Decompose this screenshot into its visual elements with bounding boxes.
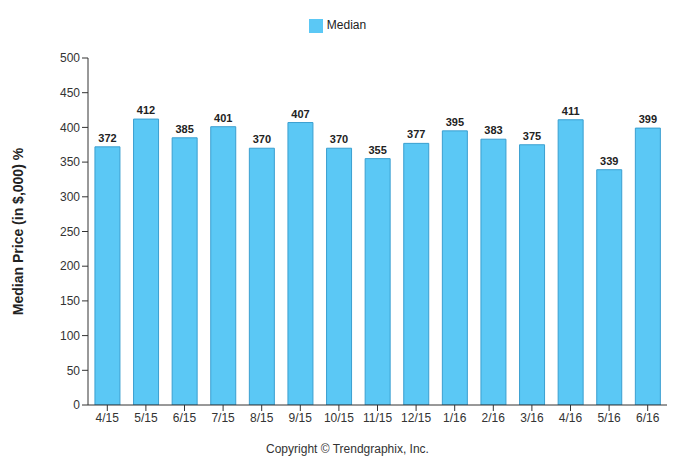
html-text:Copyright © Trendgraphix, Inc.: Copyright © Trendgraphix, Inc. <box>266 442 429 456</box>
svg-text:5/15: 5/15 <box>134 411 158 425</box>
svg-text:4/16: 4/16 <box>559 411 583 425</box>
svg-text:370: 370 <box>330 133 348 145</box>
svg-text:400: 400 <box>60 121 80 135</box>
svg-text:8/15: 8/15 <box>250 411 274 425</box>
svg-text:383: 383 <box>484 124 502 136</box>
svg-text:9/15: 9/15 <box>289 411 313 425</box>
svg-text:1/16: 1/16 <box>443 411 467 425</box>
svg-text:339: 339 <box>600 155 618 167</box>
svg-text:6/16: 6/16 <box>636 411 660 425</box>
svg-text:399: 399 <box>639 113 657 125</box>
svg-text:300: 300 <box>60 190 80 204</box>
svg-text:5/16: 5/16 <box>597 411 621 425</box>
svg-text:411: 411 <box>562 105 580 117</box>
svg-text:500: 500 <box>60 51 80 65</box>
svg-text:407: 407 <box>291 108 309 120</box>
svg-text:6/15: 6/15 <box>173 411 197 425</box>
svg-text:3/16: 3/16 <box>520 411 544 425</box>
svg-text:375: 375 <box>523 130 541 142</box>
svg-text:11/15: 11/15 <box>363 411 392 425</box>
svg-text:50: 50 <box>67 364 81 378</box>
svg-text:100: 100 <box>60 329 80 343</box>
svg-text:350: 350 <box>60 155 80 169</box>
svg-text:200: 200 <box>60 259 80 273</box>
svg-text:412: 412 <box>137 104 155 116</box>
svg-text:370: 370 <box>253 133 271 145</box>
svg-text:0: 0 <box>73 398 80 412</box>
svg-text:377: 377 <box>407 128 425 140</box>
svg-text:355: 355 <box>368 144 386 156</box>
svg-text:395: 395 <box>446 116 464 128</box>
svg-text:372: 372 <box>98 132 116 144</box>
svg-text:7/15: 7/15 <box>211 411 235 425</box>
svg-text:450: 450 <box>60 86 80 100</box>
svg-text:385: 385 <box>175 123 193 135</box>
svg-text:4/15: 4/15 <box>96 411 120 425</box>
html-text:Median: Median <box>326 18 367 32</box>
svg-text:10/15: 10/15 <box>324 411 354 425</box>
svg-text:250: 250 <box>60 225 80 239</box>
svg-text:12/15: 12/15 <box>401 411 431 425</box>
svg-text:2/16: 2/16 <box>482 411 506 425</box>
svg-text:150: 150 <box>60 294 80 308</box>
svg-text:Median Price (in $,000) %: Median Price (in $,000) % <box>10 147 26 315</box>
svg-text:401: 401 <box>214 112 232 124</box>
